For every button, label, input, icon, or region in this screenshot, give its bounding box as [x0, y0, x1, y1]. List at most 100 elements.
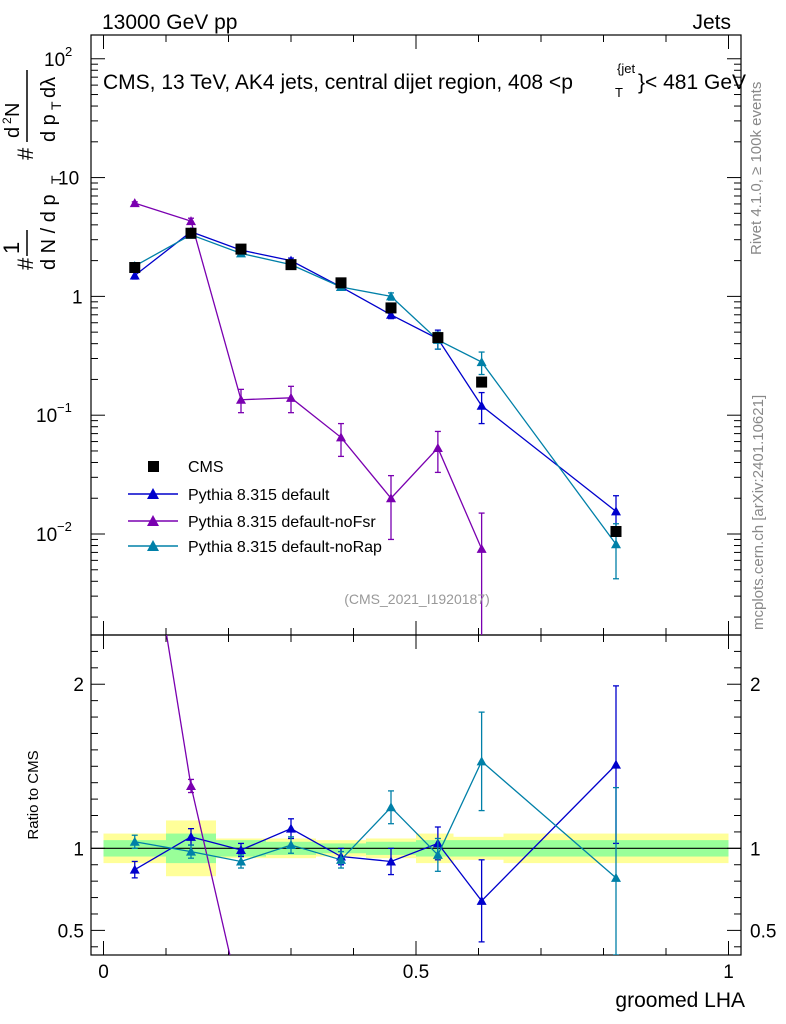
analysis-tag: (CMS_2021_I1920187) — [344, 591, 490, 607]
data-point-cms — [476, 376, 488, 388]
header-right: Jets — [692, 11, 731, 34]
x-tick-label: 0.5 — [403, 962, 429, 983]
legend-label-cms: CMS — [188, 459, 224, 476]
x-tick-label: 0 — [98, 962, 109, 983]
y-tick-label-exp: 2 — [65, 44, 72, 59]
chart-title: CMS, 13 TeV, AK4 jets, central dijet reg… — [103, 61, 746, 100]
series-marker — [386, 291, 396, 301]
y-tick-label-main: 10 −1 — [36, 400, 72, 427]
y-tick-label-ratio: 1 — [73, 839, 84, 860]
svg-text:N: N — [2, 103, 24, 117]
ratio-marker — [129, 836, 140, 846]
series-marker — [236, 394, 246, 404]
data-point-cms — [335, 277, 347, 289]
title-superscript: {jet — [617, 61, 635, 76]
svg-text:2: 2 — [0, 117, 14, 124]
data-point-cms — [235, 243, 247, 255]
y-tick-label-ratio-right: 1 — [750, 839, 761, 860]
x-tick-label: 1 — [723, 962, 734, 983]
series-marker — [476, 357, 487, 367]
svg-text:dλ: dλ — [38, 77, 60, 98]
ratio-plot — [129, 635, 621, 955]
title-subscript: T — [615, 85, 623, 100]
y-tick-label-ratio: 2 — [73, 675, 84, 696]
y-tick-label-ratio-right: 2 — [750, 675, 761, 696]
series-marker — [129, 198, 140, 208]
svg-text:T: T — [48, 101, 64, 110]
ratio-marker — [432, 849, 443, 859]
main-y-axis-label: # 1 d N / d p T # d 2 N d p T dλ — [0, 70, 64, 270]
ratio-series-group — [129, 635, 621, 955]
y-tick-label-base: 10 — [58, 169, 79, 190]
series-marker — [476, 543, 487, 553]
svg-text:T: T — [48, 175, 64, 184]
series-marker — [129, 270, 140, 280]
svg-text:d p: d p — [38, 114, 60, 142]
svg-text:CMS, 13 TeV, AK4 jets, central: CMS, 13 TeV, AK4 jets, central dijet reg… — [103, 71, 573, 94]
data-point-cms — [385, 302, 397, 314]
series-line-1 — [134, 202, 483, 550]
legend: CMS Pythia 8.315 default Pythia 8.315 de… — [128, 459, 382, 556]
y-tick-label-exp: −1 — [57, 400, 72, 415]
ratio-marker — [286, 840, 296, 850]
y-tick-label-main: 10 2 — [44, 44, 72, 71]
y-tick-label-main: 10 −2 — [36, 519, 72, 546]
series-marker — [386, 493, 396, 503]
y-tick-label-main: 1 — [72, 287, 83, 308]
title-end: }< 481 GeV — [638, 71, 746, 94]
series-marker — [286, 392, 296, 402]
legend-marker-norap — [147, 540, 159, 551]
ratio-marker — [476, 756, 487, 766]
legend-label-default: Pythia 8.315 default — [188, 487, 330, 504]
header-left: 13000 GeV pp — [102, 11, 237, 34]
ratio-marker — [186, 846, 196, 856]
ratio-marker — [186, 780, 196, 790]
legend-marker-default — [147, 488, 159, 499]
series-marker — [186, 216, 196, 226]
main-plot — [129, 198, 622, 635]
series-marker — [432, 442, 443, 452]
ratio-marker — [286, 823, 296, 833]
legend-label-norap: Pythia 8.315 default-noRap — [188, 539, 382, 556]
ratio-marker — [611, 759, 621, 769]
ratio-marker — [186, 831, 196, 841]
ratio-marker — [236, 844, 246, 854]
ratio-plot-frame — [90, 634, 742, 956]
ratio-marker — [611, 872, 621, 882]
y-tick-label-base: 10 — [36, 525, 57, 546]
series-marker — [611, 506, 621, 516]
mcplots-label: mcplots.cern.ch [arXiv:2401.10621] — [750, 395, 767, 630]
series-marker — [611, 539, 621, 549]
y-tick-label-ratio: 0.5 — [58, 921, 84, 942]
legend-marker-cms — [148, 461, 159, 472]
y-tick-label-base: 1 — [72, 287, 83, 308]
ratio-marker — [336, 854, 346, 864]
data-point-cms — [185, 227, 197, 239]
legend-label-nofsr: Pythia 8.315 default-noFsr — [188, 514, 376, 531]
series-marker — [386, 309, 396, 319]
legend-marker-nofsr — [147, 515, 159, 526]
data-point-cms — [129, 262, 141, 274]
svg-text:d N / d p: d N / d p — [38, 194, 60, 270]
ratio-marker — [129, 864, 140, 874]
ratio-marker — [386, 856, 396, 866]
data-point-cms — [285, 259, 297, 271]
svg-text:d: d — [2, 127, 24, 138]
x-axis-label: groomed LHA — [615, 989, 745, 1012]
series-marker — [476, 400, 487, 410]
svg-text:1: 1 — [0, 242, 24, 254]
svg-text:#: # — [13, 147, 38, 160]
ratio-marker — [476, 895, 487, 905]
data-point-cms — [432, 332, 444, 344]
y-tick-label-base: 10 — [44, 50, 65, 71]
svg-text:#: # — [13, 257, 38, 270]
y-tick-label-main: 10 — [58, 169, 79, 190]
ratio-marker — [236, 856, 246, 866]
y-tick-label-base: 10 — [36, 406, 57, 427]
ratio-marker — [386, 802, 396, 812]
y-tick-label-ratio-right: 0.5 — [750, 921, 776, 942]
ratio-y-axis-label: Ratio to CMS — [25, 750, 42, 839]
y-tick-label-exp: −2 — [57, 519, 72, 534]
